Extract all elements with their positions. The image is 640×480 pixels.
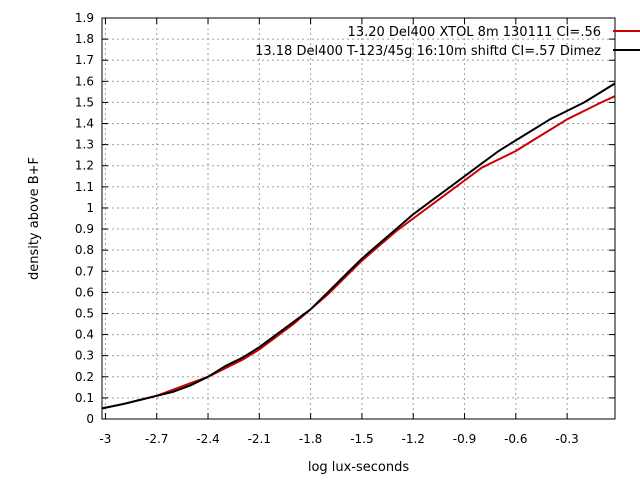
y-tick-label: 0.1: [75, 391, 94, 405]
y-tick-label: 0.8: [75, 243, 94, 257]
y-tick-label: 1.5: [75, 95, 94, 109]
x-tick-label: -1.5: [350, 432, 373, 446]
legend-entry-label: 13.18 Del400 T-123/45g 16:10m shiftd CI=…: [255, 44, 601, 59]
x-tick-label: -2.1: [248, 432, 271, 446]
y-tick-label: 1.3: [75, 138, 94, 152]
y-tick-label: 0: [86, 412, 94, 426]
y-tick-label: 1.7: [75, 53, 94, 67]
y-tick-label: 1.4: [75, 117, 94, 131]
y-tick-label: 0.6: [75, 285, 94, 299]
y-tick-label: 0.3: [75, 349, 94, 363]
y-tick-label: 1.6: [75, 74, 94, 88]
series-line-2: [102, 82, 615, 410]
series-lines: [102, 82, 615, 410]
y-tick-label: 0.9: [75, 222, 94, 236]
y-tick-label: 0.5: [75, 306, 94, 320]
plot-frame: [101, 17, 616, 420]
y-tick-label: 1.8: [75, 32, 94, 46]
series-line-1: [102, 95, 615, 410]
y-tick-label: 1.2: [75, 159, 94, 173]
x-tick-label: -2.7: [145, 432, 168, 446]
x-tick-label: -0.9: [453, 432, 476, 446]
axis-ticks: [102, 17, 615, 420]
x-axis-title: log lux-seconds: [308, 460, 410, 475]
legend-entry-label: 13.20 Del400 XTOL 8m 130111 CI=.56: [348, 25, 601, 40]
y-tick-label: 0.2: [75, 370, 94, 384]
y-tick-label: 0.4: [75, 328, 94, 342]
y-tick-labels: 0 0.1 0.2 0.3 0.4 0.5 0.6 0.7 0.8 0.9 1 1.1 1.2 1.3 1.…: [75, 11, 94, 426]
x-tick-label: -0.6: [504, 432, 527, 446]
x-tick-label: -2.4: [196, 432, 219, 446]
x-tick-labels: -3 -2.7 -2.4 -2.1 -1.8 -1.5 -1.2 -0.9 -0.6 -0.3: [99, 432, 578, 446]
y-tick-label: 0.7: [75, 264, 94, 278]
x-tick-label: -3: [99, 432, 111, 446]
y-tick-label: 1.9: [75, 11, 94, 25]
x-tick-label: -1.2: [402, 432, 425, 446]
y-axis-title: density above B+F: [27, 157, 42, 280]
y-tick-label: 1.1: [75, 180, 94, 194]
x-tick-label: -1.8: [299, 432, 322, 446]
grid-lines: [102, 17, 615, 419]
x-tick-label: -0.3: [555, 432, 578, 446]
legend: 13.20 Del400 XTOL 8m 130111 CI=.56 13.18 …: [255, 25, 640, 59]
y-tick-label: 1: [86, 201, 94, 215]
